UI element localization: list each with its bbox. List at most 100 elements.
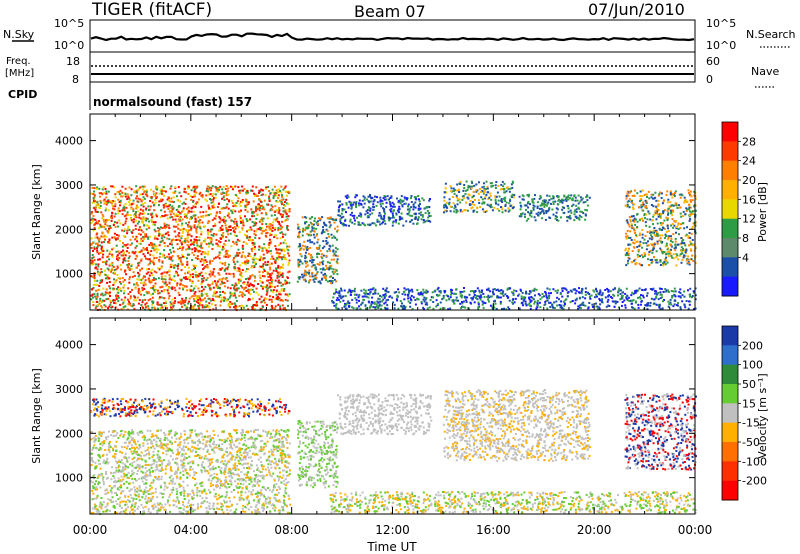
data-cell	[124, 254, 127, 257]
data-cell	[297, 276, 300, 279]
data-cell	[205, 190, 208, 192]
data-cell	[237, 248, 240, 251]
data-cell	[371, 296, 374, 299]
data-cell	[106, 255, 109, 258]
data-cell	[627, 259, 630, 262]
data-cell	[94, 208, 97, 211]
data-cell	[333, 252, 336, 255]
data-cell	[152, 190, 155, 193]
data-cell	[682, 247, 684, 250]
data-cell	[483, 189, 486, 192]
data-cell	[383, 210, 386, 213]
data-cell	[204, 198, 207, 201]
data-cell	[304, 269, 307, 272]
data-cell	[222, 218, 225, 221]
data-cell	[546, 299, 549, 302]
data-cell	[255, 301, 258, 303]
data-cell	[556, 291, 559, 294]
data-cell	[128, 186, 131, 189]
data-cell	[266, 271, 269, 274]
data-cell	[369, 194, 371, 196]
data-cell	[246, 237, 249, 240]
data-cell	[573, 195, 576, 198]
data-cell	[619, 289, 622, 292]
data-cell	[152, 302, 155, 304]
data-cell	[270, 252, 272, 255]
data-cell	[95, 263, 98, 266]
data-cell	[184, 299, 187, 302]
data-cell	[685, 210, 688, 212]
data-cell	[181, 218, 184, 221]
data-cell	[179, 200, 182, 203]
data-cell	[282, 207, 285, 210]
data-cell	[218, 221, 221, 224]
data-cell	[246, 268, 248, 270]
data-cell	[645, 193, 648, 196]
data-cell	[108, 277, 111, 280]
data-cell	[316, 253, 319, 256]
data-cell	[458, 198, 461, 201]
data-cell	[119, 189, 122, 192]
data-cell	[170, 306, 172, 309]
data-cell	[114, 200, 116, 203]
data-cell	[134, 215, 137, 218]
data-cell	[679, 206, 682, 209]
data-cell	[659, 259, 662, 262]
data-cell	[242, 251, 245, 254]
data-cell	[539, 204, 542, 207]
data-cell	[251, 297, 254, 300]
data-cell	[164, 300, 167, 303]
data-cell	[421, 215, 424, 218]
data-cell	[237, 287, 240, 290]
data-cell	[223, 268, 226, 271]
data-cell	[273, 214, 276, 217]
data-cell	[265, 293, 268, 296]
data-cell	[395, 298, 398, 301]
data-cell	[395, 221, 398, 224]
data-cell	[104, 305, 107, 308]
data-cell	[120, 308, 123, 311]
data-cell	[680, 261, 683, 264]
data-cell	[226, 249, 229, 252]
data-cell	[161, 215, 164, 218]
data-cell	[107, 190, 110, 193]
data-cell	[236, 269, 239, 272]
data-cell	[122, 280, 125, 283]
data-cell	[150, 244, 153, 247]
data-cell	[461, 301, 463, 303]
data-cell	[235, 241, 238, 244]
data-cell	[126, 198, 129, 201]
data-cell	[510, 183, 513, 186]
data-cell	[97, 244, 100, 247]
data-cell	[490, 182, 493, 185]
data-cell	[367, 292, 369, 295]
data-cell	[187, 211, 190, 214]
data-cell	[263, 275, 266, 278]
data-cell	[367, 206, 370, 209]
data-cell	[205, 210, 208, 213]
data-cell	[484, 196, 487, 199]
data-cell	[260, 212, 263, 215]
data-cell	[125, 217, 128, 220]
data-cell	[249, 275, 252, 278]
data-cell	[178, 294, 181, 296]
data-cell	[242, 189, 244, 192]
data-cell	[326, 267, 329, 269]
data-cell	[380, 215, 383, 218]
data-cell	[492, 292, 495, 295]
data-cell	[163, 290, 166, 293]
data-cell	[469, 203, 472, 206]
data-cell	[286, 245, 289, 248]
data-cell	[638, 232, 641, 235]
data-cell	[245, 290, 248, 292]
data-cell	[479, 190, 482, 193]
data-cell	[555, 300, 558, 303]
data-cell	[126, 298, 129, 301]
data-cell	[163, 236, 166, 239]
data-cell	[596, 308, 599, 311]
data-cell	[144, 305, 147, 308]
data-cell	[193, 224, 196, 227]
data-cell	[143, 248, 146, 251]
data-cell	[383, 198, 386, 201]
data-cell	[150, 293, 153, 296]
